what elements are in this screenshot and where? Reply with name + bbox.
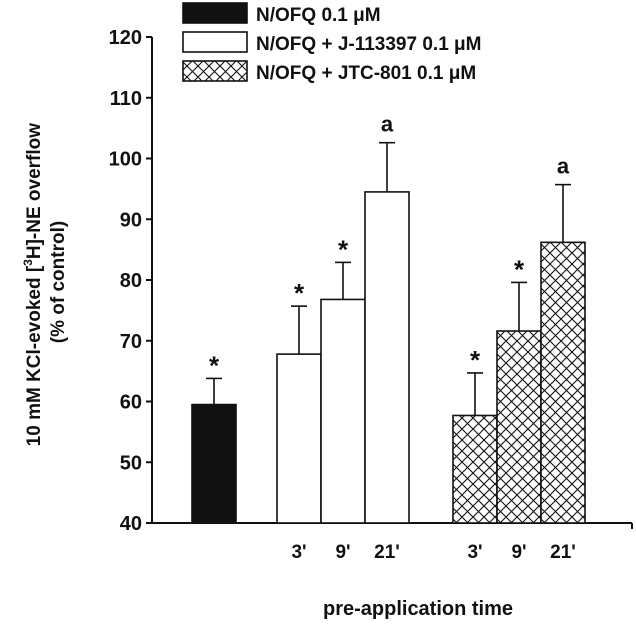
x-tick-label: 21' [550, 542, 576, 563]
x-tick-label: 9' [511, 542, 526, 563]
bar [191, 403, 237, 524]
y-axis-label-superscript: 3 [21, 259, 35, 266]
legend-label: N/OFQ + J-113397 0.1 μM [256, 34, 482, 55]
bar [320, 298, 366, 524]
legend-swatch [182, 31, 248, 53]
y-tick-label: 50 [120, 452, 142, 474]
x-tick-label: 3' [291, 542, 306, 563]
y-axis-label-part-2: H]-NE overflow [24, 123, 45, 259]
y-tick-label: 100 [109, 149, 142, 171]
significance-marker: * [209, 350, 220, 380]
y-tick-label: 40 [120, 513, 142, 535]
legend-swatch [182, 60, 248, 82]
significance-marker: a [381, 112, 394, 137]
y-tick-label: 60 [120, 392, 142, 414]
y-axis-label-part-1: 10 mM KCl-evoked [ [24, 265, 45, 446]
x-tick-label: 21' [374, 542, 400, 563]
y-tick-label: 80 [120, 270, 142, 292]
legend-swatch [182, 2, 248, 24]
significance-marker: * [470, 345, 481, 375]
y-axis-label: 10 mM KCl-evoked [3H]-NE overflow (% of … [21, 118, 69, 447]
significance-marker: * [338, 234, 349, 264]
x-tick-label: 3' [467, 542, 482, 563]
x-tick-label: 9' [335, 542, 350, 563]
bar [276, 353, 322, 524]
bar [364, 191, 410, 524]
x-axis-label: pre-application time [323, 598, 513, 620]
y-tick-label: 120 [109, 27, 142, 49]
y-tick-label: 110 [110, 88, 142, 110]
legend-label: N/OFQ + JTC-801 0.1 μM [256, 63, 476, 84]
bar [496, 330, 542, 524]
legend: N/OFQ 0.1 μM N/OFQ + J-113397 0.1 μM N/OFQ… [182, 2, 482, 84]
y-tick-label: 90 [120, 209, 142, 231]
significance-marker: * [294, 278, 305, 308]
legend-label: N/OFQ 0.1 μM [256, 5, 381, 26]
significance-marker: a [557, 154, 570, 179]
bars: * * 3' * 9' a 21' * 3' * 9' a 21' [191, 112, 586, 563]
bar [452, 414, 498, 524]
significance-marker: * [514, 254, 525, 284]
y-tick-label: 70 [120, 331, 142, 353]
bar [540, 241, 586, 524]
y-axis-label-line-2: (% of control) [48, 221, 69, 343]
